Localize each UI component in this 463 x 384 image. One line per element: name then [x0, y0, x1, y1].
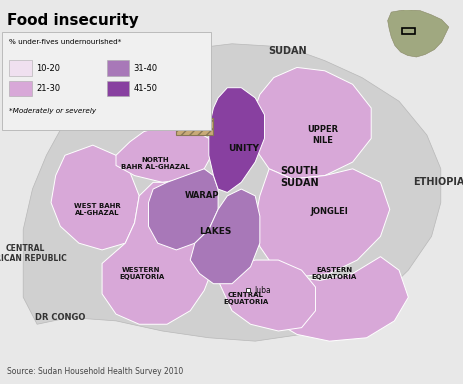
- Text: JONGLEI: JONGLEI: [310, 207, 348, 215]
- Polygon shape: [213, 260, 315, 331]
- Text: UNITY: UNITY: [228, 144, 258, 153]
- Polygon shape: [176, 118, 213, 135]
- Text: *Moderately or severely: *Moderately or severely: [9, 108, 96, 114]
- Bar: [9, 60, 31, 76]
- Text: WEST BAHR
AL-GHAZAL: WEST BAHR AL-GHAZAL: [74, 203, 120, 216]
- Polygon shape: [102, 182, 213, 324]
- Polygon shape: [273, 257, 407, 341]
- Text: ABYEI: ABYEI: [148, 109, 196, 126]
- Polygon shape: [51, 145, 139, 250]
- Text: 31-40: 31-40: [133, 64, 157, 73]
- Text: UPPER
NILE: UPPER NILE: [306, 125, 338, 145]
- FancyBboxPatch shape: [2, 32, 211, 130]
- Polygon shape: [148, 169, 218, 250]
- Polygon shape: [208, 88, 264, 192]
- Text: SOUTH
SUDAN: SOUTH SUDAN: [279, 166, 318, 188]
- Bar: [106, 60, 129, 76]
- Bar: [9, 81, 31, 96]
- Text: Food insecurity: Food insecurity: [7, 13, 138, 28]
- Polygon shape: [255, 169, 389, 277]
- Polygon shape: [250, 68, 370, 179]
- Bar: [401, 28, 414, 33]
- Text: 10-20: 10-20: [36, 64, 60, 73]
- Text: CENTRAL
AFRICAN REPUBLIC: CENTRAL AFRICAN REPUBLIC: [0, 243, 67, 263]
- Polygon shape: [190, 189, 259, 284]
- Text: DR CONGO: DR CONGO: [35, 313, 85, 322]
- Text: % under-fives undernourished*: % under-fives undernourished*: [9, 39, 121, 45]
- Text: Source: Sudan Household Health Survey 2010: Source: Sudan Household Health Survey 20…: [7, 367, 183, 376]
- Polygon shape: [387, 10, 448, 57]
- Text: LAKES: LAKES: [199, 227, 232, 236]
- Text: ETHIOPIA: ETHIOPIA: [412, 177, 463, 187]
- Text: SUDAN: SUDAN: [268, 46, 307, 56]
- Text: 41-50: 41-50: [133, 84, 157, 93]
- Polygon shape: [23, 44, 440, 341]
- Text: EASTERN
EQUATORIA: EASTERN EQUATORIA: [311, 267, 356, 280]
- Text: WARAP: WARAP: [184, 191, 219, 200]
- Polygon shape: [116, 125, 213, 182]
- Text: WESTERN
EQUATORIA: WESTERN EQUATORIA: [119, 267, 164, 280]
- Bar: [106, 81, 129, 96]
- Text: Juba: Juba: [254, 286, 270, 295]
- Text: CENTRAL
EQUATORIA: CENTRAL EQUATORIA: [223, 292, 268, 305]
- Text: NORTH
BAHR AL-GHAZAL: NORTH BAHR AL-GHAZAL: [121, 157, 189, 170]
- Text: 21-30: 21-30: [36, 84, 60, 93]
